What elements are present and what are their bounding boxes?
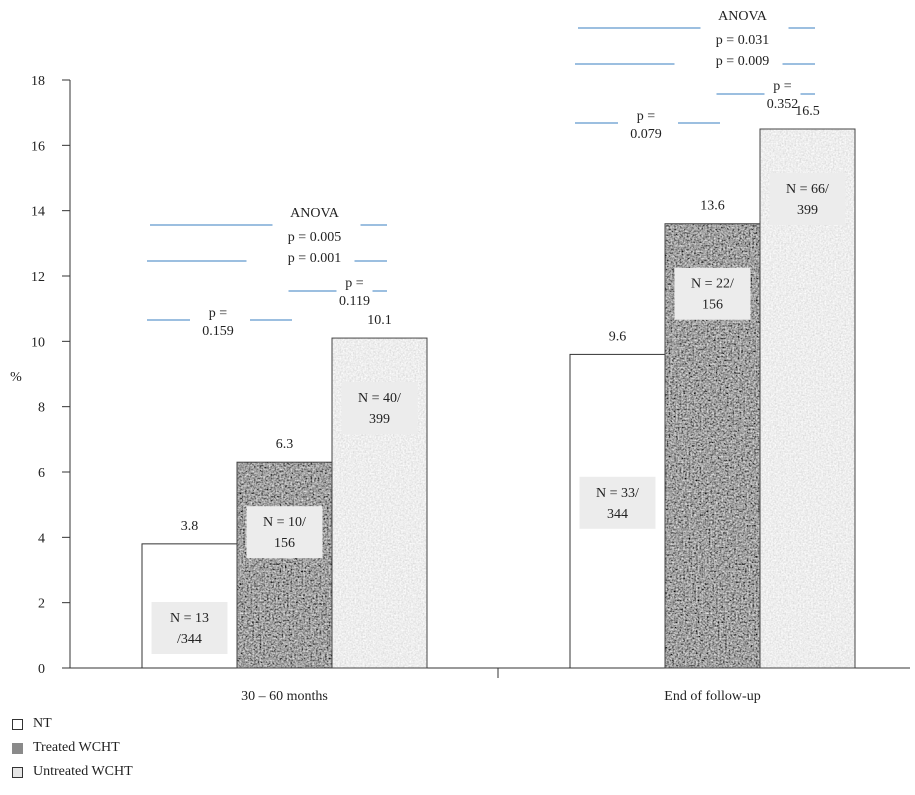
n-labels: N = 13/344 N = 10/156 N = 40/399 N = 33/344… [151,173,846,654]
legend-swatch-treated-wcht [12,742,23,754]
y-tick-label: 14 [31,205,45,220]
annotation-text: 0.352 [767,97,799,112]
bar-untreated-wcht-30-60-months-outline [331,337,428,669]
category-label: End of follow-up [664,689,760,704]
bar-value-label: 6.3 [276,437,294,452]
y-tick-label: 4 [38,531,45,546]
category-labels: 30 – 60 months End of follow-up [241,689,761,704]
bar-value-label: 3.8 [181,519,199,534]
annotation-text: ANOVA [290,206,340,221]
annotation-text: p = [637,109,656,124]
annotation-text: 0.159 [202,324,234,339]
n-label-box [246,506,323,559]
annotation-text: p = 0.009 [716,54,769,69]
annotation-text: ANOVA [718,9,768,24]
y-tick-label: 18 [31,74,45,89]
annotation-text: p = 0.005 [288,230,341,245]
legend-item-treated-wcht: Treated WCHT [12,736,133,760]
y-tick-label: 6 [38,466,45,481]
annotation-text: p = [209,306,228,321]
n-label-text: N = 22/ [691,277,734,292]
bar-value-label: 16.5 [795,104,820,119]
bar-value-label: 9.6 [609,329,627,344]
bar-untreated-wcht-end-of-follow-up-outline [759,128,856,669]
n-label-box [341,382,418,435]
n-label-box [769,173,846,225]
y-ticks: 0 2 4 6 8 10 12 14 16 18 [31,74,70,677]
bar-value-labels: 3.8 6.3 10.1 9.6 13.6 16.5 [181,104,820,534]
n-label-text: 344 [607,507,628,522]
n-label-text: 156 [274,536,295,551]
y-tick-label: 10 [31,335,45,350]
legend-swatch-untreated-wcht [12,766,23,778]
n-label-box [579,476,656,529]
y-tick-label: 8 [38,401,45,416]
y-tick-label: 0 [38,662,45,677]
n-label-text: 399 [369,412,390,427]
n-label-box [674,267,751,320]
bar-treated-wcht-30-60-months [236,461,333,669]
bar-value-label: 13.6 [700,199,725,214]
y-tick-label: 16 [31,139,45,154]
y-tick-label: 2 [38,597,45,612]
y-tick-label: 12 [31,270,45,285]
n-label-text: 399 [797,203,818,218]
annotation-text: p = [773,79,792,94]
legend-swatch-nt [12,718,23,730]
annotation-text: p = 0.001 [288,251,341,266]
legend: NT Treated WCHT Untreated WCHT [12,712,133,784]
legend-label-nt: NT [33,716,52,731]
legend-item-nt: NT [12,712,133,736]
bar-value-label: 10.1 [367,313,392,328]
annotation-text: p = [345,276,364,291]
category-label: 30 – 60 months [241,689,328,704]
n-label-text: N = 13 [170,611,209,626]
anova-annotations: ANOVA p = 0.005 p = 0.001 p = 0.119 p = 0.159 A… [147,9,815,339]
legend-item-untreated-wcht: Untreated WCHT [12,760,133,784]
annotation-text: 0.079 [630,127,662,142]
n-label-text: 156 [702,298,723,313]
y-axis-label: % [10,370,22,385]
n-label-text: N = 33/ [596,486,639,501]
annotation-text: p = 0.031 [716,33,769,48]
n-label-text: N = 40/ [358,391,401,406]
n-label-text: /344 [177,632,202,647]
n-label-box [151,602,228,654]
legend-label-untreated-wcht: Untreated WCHT [33,764,133,779]
n-label-text: N = 66/ [786,182,829,197]
legend-label-treated-wcht: Treated WCHT [33,740,120,755]
bars [141,128,856,669]
n-label-text: N = 10/ [263,515,306,530]
annotation-text: 0.119 [339,294,370,309]
